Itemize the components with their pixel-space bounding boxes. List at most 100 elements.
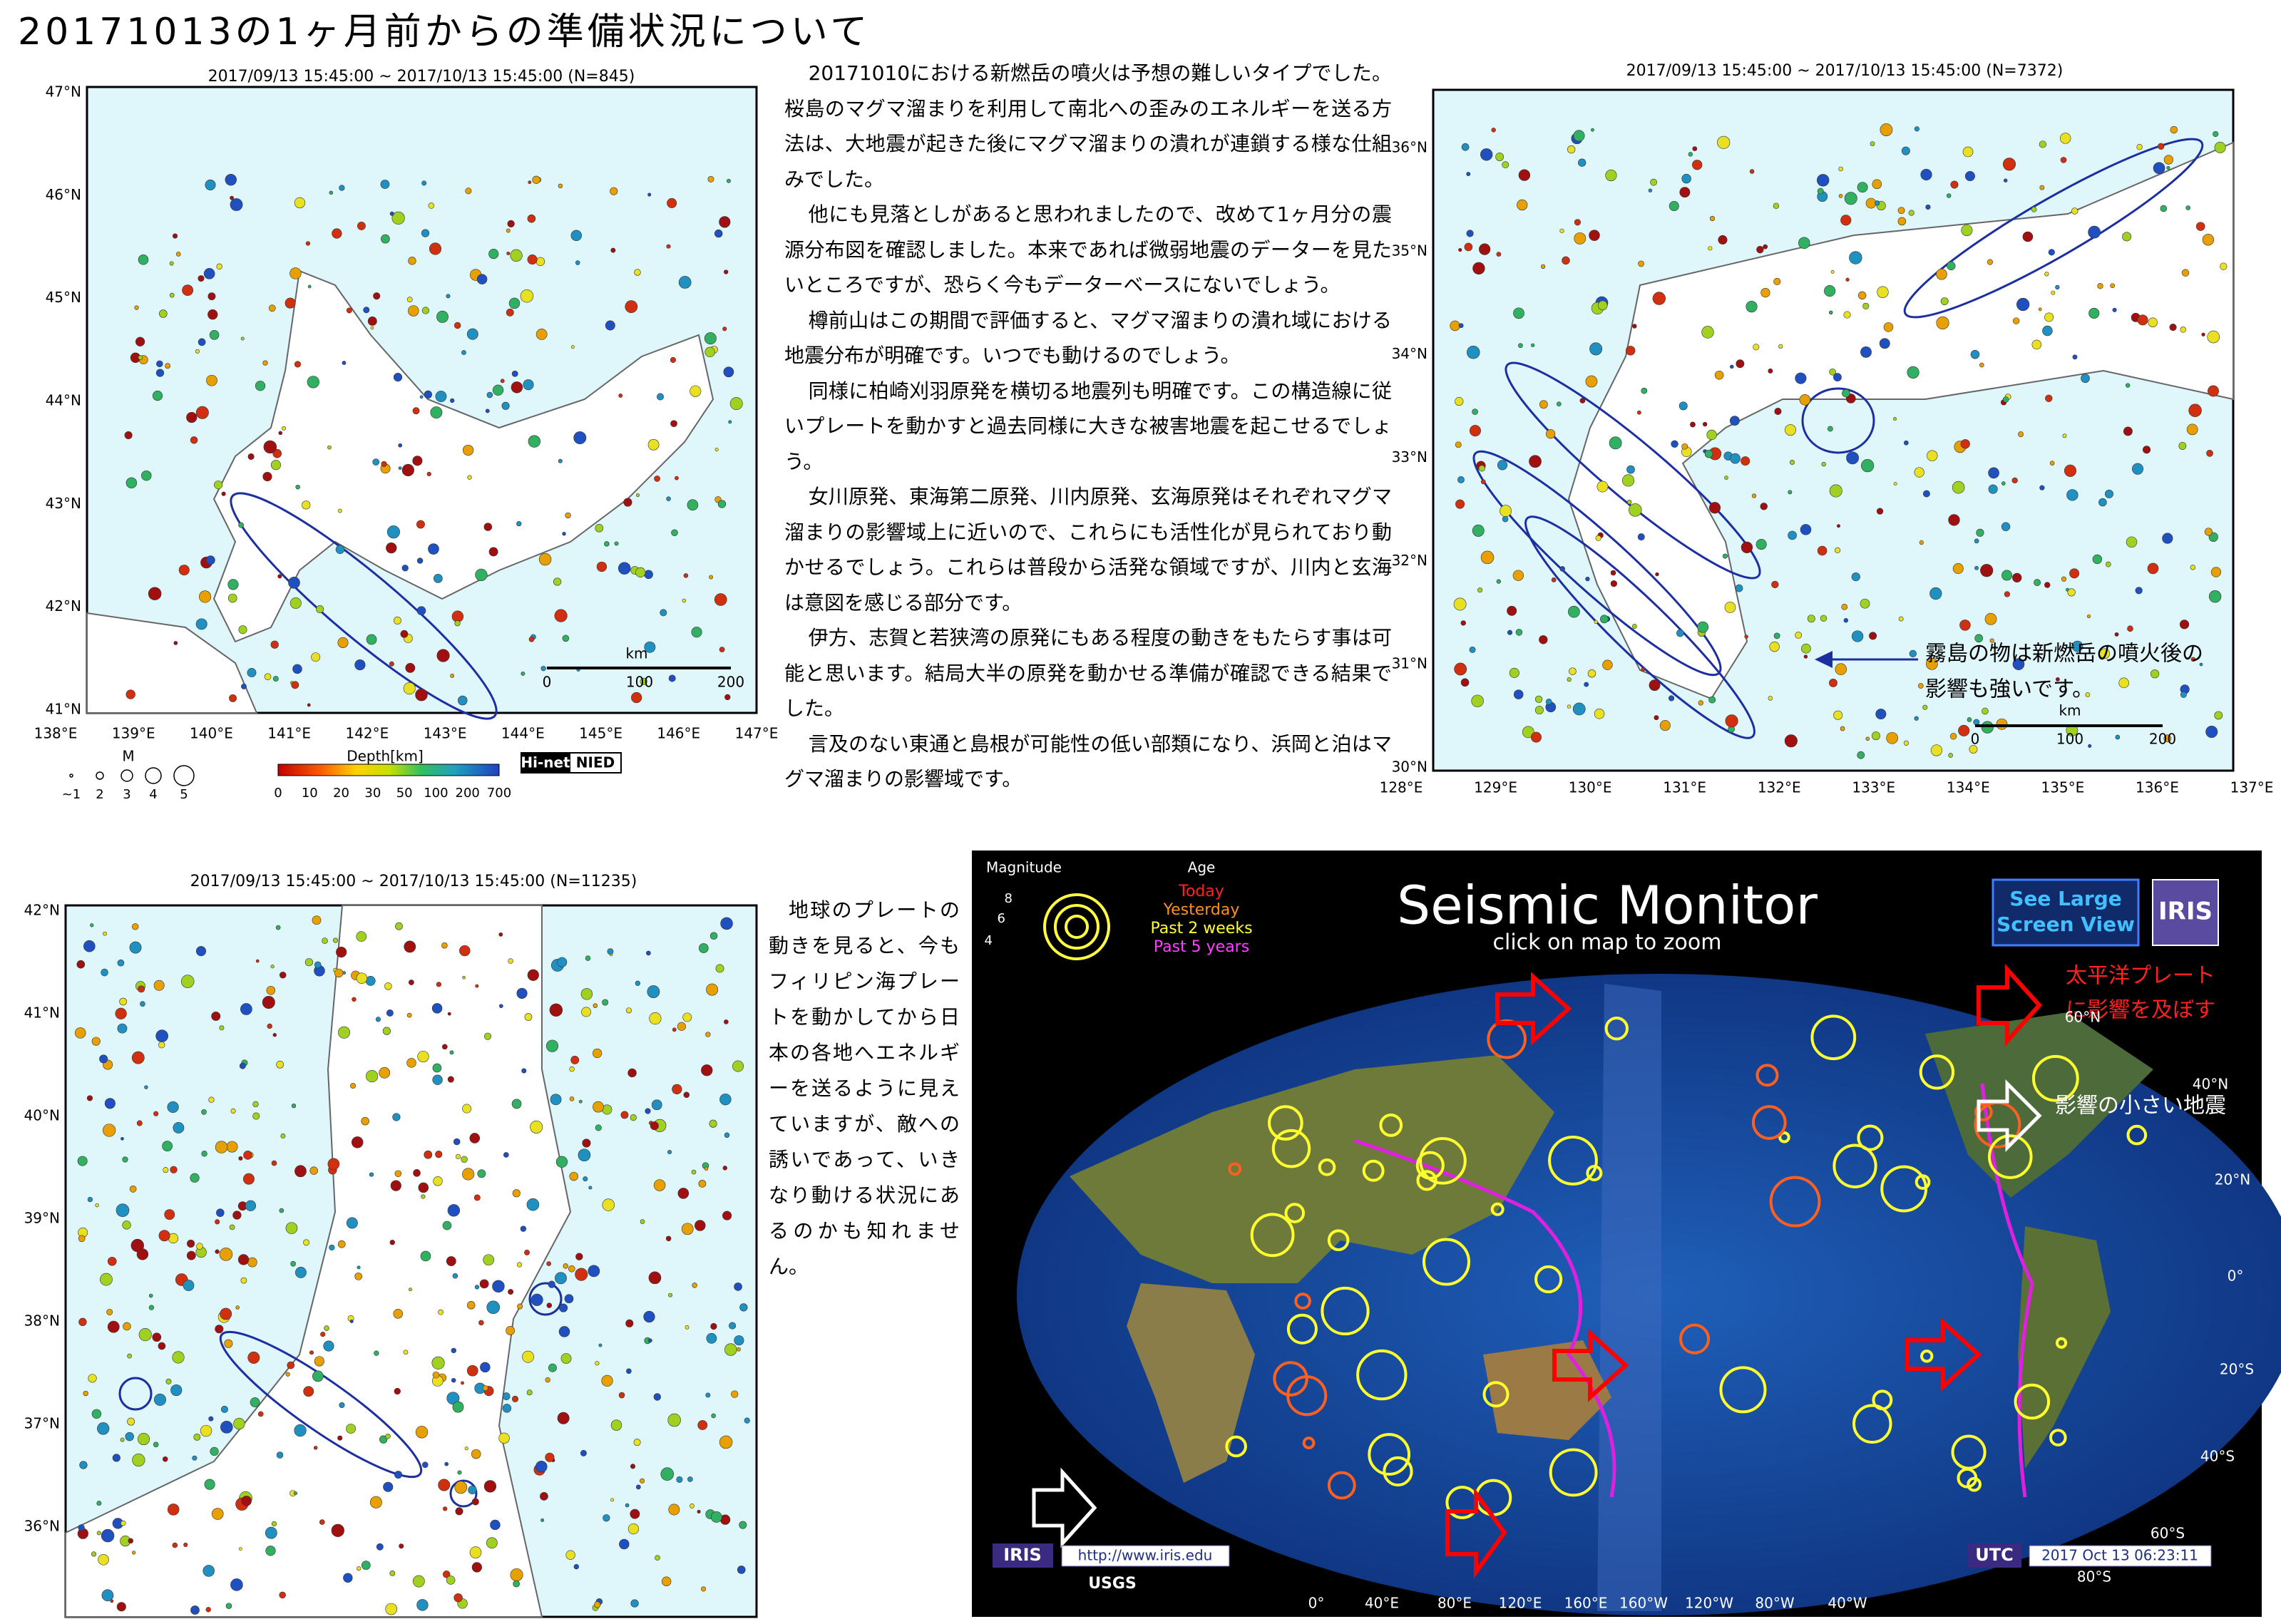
marker bbox=[186, 411, 198, 423]
marker bbox=[357, 1566, 362, 1571]
marker bbox=[709, 575, 714, 580]
marker bbox=[2150, 669, 2160, 679]
marker bbox=[416, 1599, 429, 1611]
marker bbox=[1922, 490, 1930, 498]
marker bbox=[1671, 440, 1678, 448]
marker bbox=[201, 1151, 207, 1157]
marker bbox=[607, 948, 614, 955]
marker bbox=[272, 448, 282, 458]
marker bbox=[593, 1101, 604, 1113]
marker bbox=[585, 955, 591, 961]
marker bbox=[1708, 502, 1721, 514]
marker bbox=[671, 529, 678, 537]
marker bbox=[2064, 464, 2076, 477]
marker bbox=[1609, 436, 1622, 450]
marker bbox=[255, 959, 260, 963]
marker bbox=[565, 1550, 575, 1560]
marker bbox=[136, 1120, 143, 1126]
marker bbox=[1569, 667, 1577, 675]
marker bbox=[478, 1320, 484, 1326]
marker bbox=[1927, 450, 1938, 461]
marker bbox=[1461, 143, 1470, 151]
marker bbox=[640, 1219, 645, 1224]
marker bbox=[666, 496, 671, 501]
marker bbox=[1821, 461, 1826, 467]
marker bbox=[1507, 629, 1513, 635]
lat-label: 40°N bbox=[2193, 1076, 2228, 1093]
marker bbox=[2166, 165, 2170, 170]
button-label[interactable]: See Large bbox=[2009, 887, 2121, 910]
marker bbox=[1284, 1203, 1306, 1223]
marker bbox=[272, 676, 279, 682]
marker bbox=[1729, 416, 1740, 426]
marker bbox=[314, 961, 322, 969]
marker bbox=[316, 605, 324, 614]
marker bbox=[2115, 734, 2121, 740]
marker bbox=[1838, 194, 1843, 198]
lon-label: 40°W bbox=[1828, 1595, 1867, 1612]
marker bbox=[178, 565, 190, 576]
marker bbox=[446, 1256, 456, 1266]
lat-label: 20°N bbox=[2215, 1171, 2250, 1188]
marker bbox=[1379, 1113, 1403, 1137]
marker bbox=[2001, 481, 2006, 485]
marker bbox=[343, 1573, 353, 1583]
marker bbox=[719, 647, 725, 653]
marker bbox=[2160, 205, 2168, 212]
marker bbox=[1914, 126, 1919, 132]
marker bbox=[717, 500, 727, 508]
marker bbox=[734, 1283, 742, 1291]
marker bbox=[2004, 178, 2008, 183]
marker bbox=[1458, 323, 1464, 329]
marker bbox=[307, 703, 311, 707]
marker bbox=[339, 1402, 345, 1409]
marker bbox=[701, 1064, 713, 1076]
marker bbox=[421, 1194, 426, 1199]
marker bbox=[1857, 182, 1868, 193]
marker bbox=[155, 369, 165, 377]
marker bbox=[373, 292, 381, 300]
marker bbox=[1507, 605, 1517, 616]
marker bbox=[1840, 215, 1852, 226]
marker bbox=[2180, 327, 2186, 333]
marker bbox=[196, 1243, 203, 1250]
marker bbox=[1362, 1159, 1385, 1182]
lon-label: 146°E bbox=[657, 725, 700, 742]
marker bbox=[428, 543, 439, 555]
marker bbox=[737, 1347, 741, 1352]
lon-label: 130°E bbox=[1569, 779, 1612, 796]
marker bbox=[230, 1578, 243, 1591]
paragraph: 樽前山はこの期間で評価すると、マグマ溜まりの潰れ域における地震分布が明確です。い… bbox=[784, 308, 1392, 368]
marker bbox=[540, 1492, 548, 1501]
marker bbox=[1513, 307, 1524, 319]
marker bbox=[1836, 524, 1840, 528]
legend-label: 10 bbox=[302, 786, 318, 801]
marker bbox=[570, 1055, 580, 1064]
marker bbox=[1469, 425, 1481, 437]
see-large-button[interactable] bbox=[1992, 878, 2140, 947]
marker bbox=[138, 985, 145, 993]
button-label[interactable]: Screen View bbox=[1996, 913, 2135, 936]
marker bbox=[356, 972, 368, 984]
marker bbox=[468, 1485, 477, 1495]
marker bbox=[2137, 314, 2148, 326]
lon-label: 142°E bbox=[345, 725, 389, 742]
marker bbox=[1529, 455, 1542, 468]
marker bbox=[438, 1479, 451, 1491]
marker bbox=[1681, 173, 1691, 184]
marker bbox=[1751, 1105, 1787, 1140]
lat-label: 60°N bbox=[2065, 1009, 2101, 1026]
marker bbox=[2162, 533, 2173, 544]
marker bbox=[1876, 508, 1884, 515]
marker bbox=[462, 975, 466, 980]
marker bbox=[206, 374, 217, 386]
marker bbox=[1602, 659, 1613, 670]
marker bbox=[220, 1421, 233, 1434]
marker bbox=[436, 310, 448, 323]
marker bbox=[1268, 1105, 1303, 1141]
marker bbox=[152, 391, 163, 401]
marker bbox=[1834, 547, 1841, 554]
marker bbox=[685, 1325, 690, 1330]
marker bbox=[471, 1498, 479, 1506]
marker bbox=[1466, 172, 1471, 176]
